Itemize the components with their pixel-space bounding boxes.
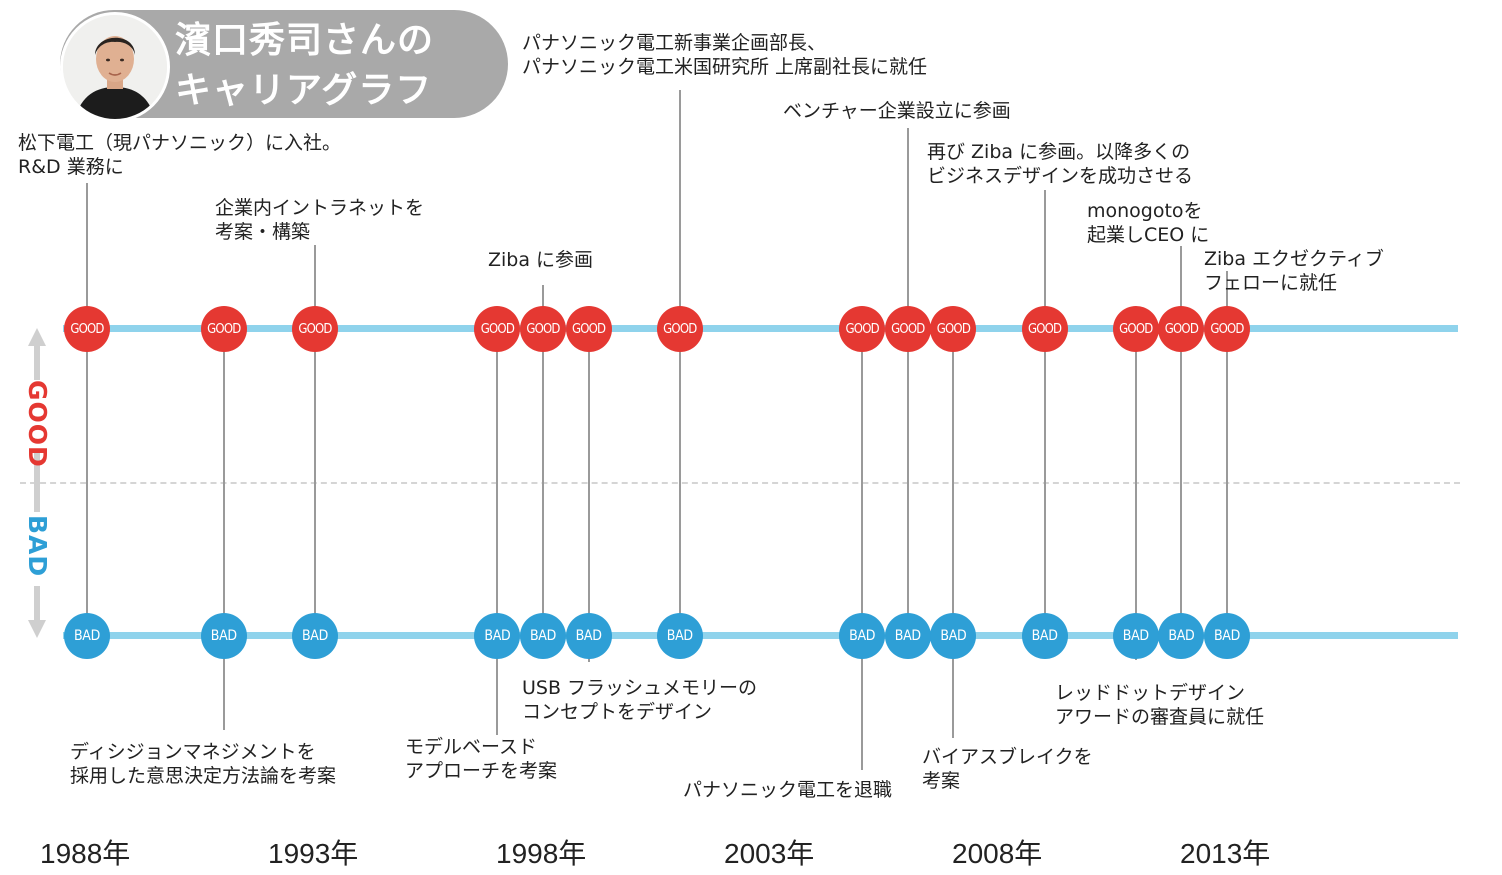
- title-line-1: 濱口秀司さんの: [175, 20, 435, 61]
- bad-track: [63, 632, 1458, 639]
- event-connector-12: [1180, 246, 1183, 636]
- bad-node-1991: BAD: [200, 613, 247, 659]
- event-label-line: コンセプトをデザイン: [522, 701, 713, 723]
- event-label-1: ディシジョンマネジメントを 採用した意思決定方法論を考案: [70, 740, 336, 788]
- good-node-1988: GOOD: [64, 306, 110, 352]
- event-label-line: 考案: [922, 770, 961, 792]
- event-label-4: Ziba に参画: [488, 248, 593, 272]
- good-bad-axis-arrow: [28, 328, 46, 638]
- bad-node-2009: BAD: [1021, 613, 1068, 659]
- bad-node-2001: BAD: [656, 613, 703, 659]
- event-label-line: パナソニック電工米国研究所 上席副社長に就任: [522, 56, 928, 78]
- event-label-2: 企業内イントラネットを 考案・構築: [215, 196, 424, 244]
- bad-node-2013: BAD: [1204, 613, 1250, 659]
- good-node-1999: GOOD: [565, 306, 612, 352]
- event-connector-10: [1043, 190, 1046, 636]
- good-node-1997: GOOD: [474, 306, 521, 352]
- year-label-4: 2008年: [952, 838, 1043, 869]
- event-label-8: ベンチャー企業設立に参画: [783, 99, 1011, 123]
- good-node-1991: GOOD: [200, 306, 247, 352]
- good-node-2006: GOOD: [884, 306, 931, 352]
- event-label-13: Ziba エクゼクティブ フェローに就任: [1204, 247, 1384, 295]
- good-node-2007: GOOD: [930, 306, 977, 352]
- event-label-5: USB フラッシュメモリーの コンセプトをデザイン: [522, 676, 757, 724]
- bad-node-2012: BAD: [1158, 613, 1205, 659]
- event-label-line: 採用した意思決定方法論を考案: [70, 765, 337, 787]
- good-track: [63, 325, 1458, 332]
- event-label-line: 再び Ziba に参画。以降多くの: [927, 141, 1191, 163]
- year-label-2: 1998年: [496, 838, 587, 869]
- bad-node-1999: BAD: [565, 613, 612, 659]
- event-connector-5: [587, 329, 590, 662]
- event-label-line: ディシジョンマネジメントを: [70, 741, 316, 763]
- event-label-line: R&D 業務に: [18, 156, 124, 178]
- event-label-6: パナソニック電工新事業企画部長、 パナソニック電工米国研究所 上席副社長に就任: [522, 31, 927, 79]
- event-label-7: パナソニック電工を退職: [683, 778, 892, 802]
- up-arrow-icon: [28, 328, 46, 380]
- event-connector-3: [496, 329, 499, 735]
- good-node-2009: GOOD: [1021, 306, 1068, 352]
- portrait-avatar: [60, 12, 170, 122]
- event-label-line: Ziba エクゼクティブ: [1204, 248, 1384, 270]
- good-node-1993: GOOD: [292, 306, 338, 352]
- event-label-line: Ziba に参画: [488, 249, 594, 271]
- year-label-3: 2003年: [724, 838, 815, 869]
- event-label-line: パナソニック電工を退職: [683, 779, 893, 801]
- page-title: 濱口秀司さんの キャリアグラフ: [175, 16, 505, 116]
- event-connector-8: [906, 128, 909, 636]
- bad-node-2006: BAD: [884, 613, 931, 659]
- good-node-2013: GOOD: [1204, 306, 1250, 352]
- event-label-11: レッドドットデザイン アワードの審査員に就任: [1055, 681, 1264, 729]
- event-label-line: バイアスブレイクを: [922, 746, 1093, 768]
- year-label-1: 1993年: [268, 838, 359, 869]
- event-label-line: アワードの審査員に就任: [1055, 706, 1265, 728]
- event-connector-4: [542, 285, 544, 636]
- good-node-2005: GOOD: [839, 306, 886, 352]
- event-label-line: アプローチを考案: [405, 760, 558, 782]
- event-connector-7: [861, 329, 864, 770]
- bad-node-1997: BAD: [474, 613, 521, 659]
- event-label-line: ビジネスデザインを成功させる: [927, 165, 1194, 187]
- good-node-2001: GOOD: [656, 306, 703, 352]
- event-label-line: パナソニック電工新事業企画部長、: [522, 32, 827, 54]
- good-node-2012: GOOD: [1158, 306, 1205, 352]
- event-label-12: monogotoを 起業しCEO に: [1087, 199, 1209, 247]
- bad-node-2005: BAD: [839, 613, 886, 659]
- bad-node-2007: BAD: [930, 613, 977, 659]
- event-connector-1: [222, 329, 225, 730]
- event-connector-0: [86, 183, 88, 636]
- year-label-5: 2013年: [1180, 838, 1271, 869]
- good-node-2011: GOOD: [1112, 306, 1159, 352]
- event-connector-11: [1134, 329, 1137, 660]
- event-label-line: USB フラッシュメモリーの: [522, 677, 758, 699]
- event-label-line: 企業内イントラネットを: [215, 197, 425, 219]
- year-label-0: 1988年: [40, 838, 131, 869]
- event-label-10: 再び Ziba に参画。以降多くの ビジネスデザインを成功させる: [927, 140, 1193, 188]
- event-label-line: 松下電工（現パナソニック）に入社。: [18, 132, 342, 154]
- event-connector-6: [678, 90, 681, 636]
- event-connector-13: [1226, 271, 1228, 636]
- event-label-line: ベンチャー企業設立に参画: [783, 100, 1011, 122]
- bad-node-1998: BAD: [520, 613, 566, 659]
- event-label-line: フェローに就任: [1204, 272, 1338, 294]
- center-dashed-line: [20, 482, 1460, 484]
- axis-bad-label: BAD: [23, 515, 52, 578]
- event-label-line: モデルベースド: [405, 736, 538, 758]
- event-connector-2: [314, 245, 316, 636]
- event-label-line: 起業しCEO に: [1087, 224, 1210, 246]
- event-label-line: レッドドットデザイン: [1055, 682, 1246, 704]
- down-arrow-icon: [28, 586, 46, 638]
- event-label-0: 松下電工（現パナソニック）に入社。 R&D 業務に: [18, 131, 341, 179]
- axis-good-label: GOOD: [23, 380, 52, 468]
- event-label-3: モデルベースド アプローチを考案: [405, 735, 557, 783]
- event-label-line: monogotoを: [1087, 200, 1203, 222]
- title-line-2: キャリアグラフ: [175, 70, 433, 111]
- bad-node-1993: BAD: [292, 613, 338, 659]
- bad-node-2011: BAD: [1112, 613, 1159, 659]
- bad-node-1988: BAD: [64, 613, 110, 659]
- event-connector-9: [952, 329, 955, 738]
- good-node-1998: GOOD: [520, 306, 566, 352]
- event-label-line: 考案・構築: [215, 221, 311, 243]
- event-label-9: バイアスブレイクを 考案: [922, 745, 1093, 793]
